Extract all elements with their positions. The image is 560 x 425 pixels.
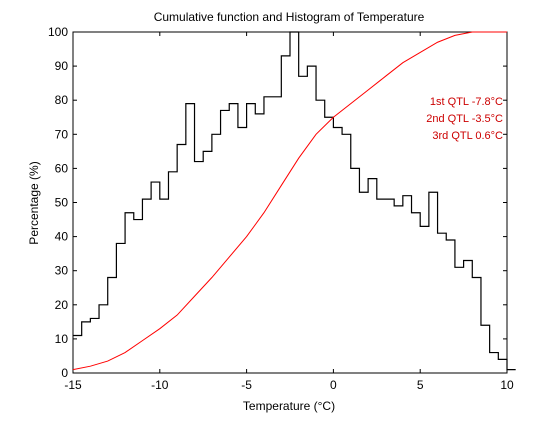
y-tick-label: 90	[55, 59, 69, 73]
histogram-series	[73, 31, 516, 371]
x-tick-label: -5	[241, 378, 252, 392]
quantile-annotation-3: 3rd QTL 0.6°C	[432, 130, 503, 142]
y-tick-label: 10	[55, 332, 69, 346]
y-tick-label: 80	[55, 93, 69, 107]
y-tick-label: 50	[55, 196, 69, 210]
y-tick-label: 100	[48, 25, 68, 39]
x-tick-label: -15	[64, 378, 82, 392]
plot-frame	[72, 31, 508, 374]
cumulative-series	[72, 31, 507, 371]
x-axis-label: Temperature (°C)	[243, 399, 335, 413]
x-tick-label: 0	[330, 378, 337, 392]
x-tick-label: 10	[500, 378, 514, 392]
y-tick-label: 20	[55, 298, 69, 312]
y-tick-label: 40	[55, 230, 69, 244]
quantile-annotation-1: 1st QTL -7.8°C	[430, 96, 503, 108]
x-tick-label: 5	[417, 378, 424, 392]
y-tick-label: 70	[55, 127, 69, 141]
y-tick-label: 30	[55, 264, 69, 278]
chart-title: Cumulative function and Histogram of Tem…	[154, 10, 425, 24]
y-tick-label: 0	[61, 366, 68, 380]
y-axis-label: Percentage (%)	[27, 161, 41, 244]
x-tick-label: -10	[151, 378, 169, 392]
y-tick-label: 60	[55, 161, 69, 175]
quantile-annotation-2: 2nd QTL -3.5°C	[426, 113, 503, 125]
